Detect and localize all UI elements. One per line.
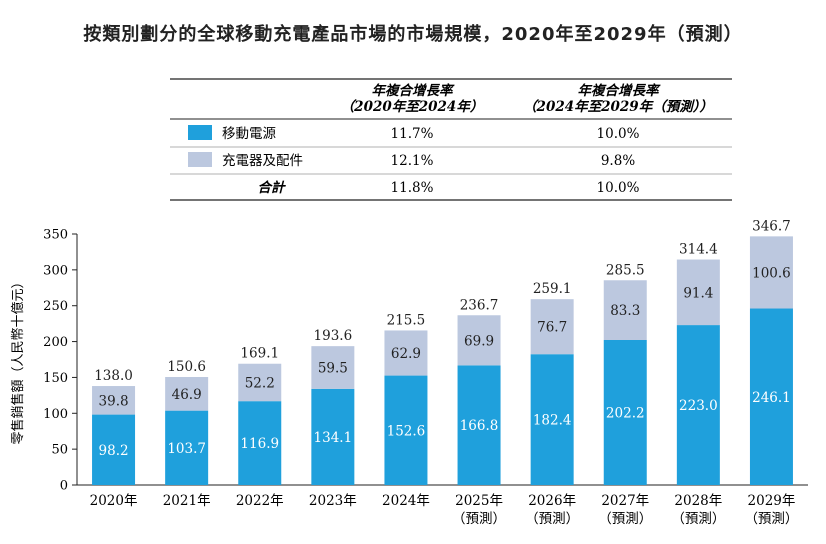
data-label-total: 215.5	[387, 312, 426, 328]
bar-chargers	[311, 346, 355, 389]
data-label-chargers: 52.2	[245, 375, 275, 391]
cagr-col1-header-line2: （2020年至2024年）	[341, 99, 484, 115]
data-label-chargers: 46.9	[172, 387, 202, 403]
data-label-total: 193.6	[314, 328, 353, 344]
bar-chargers	[530, 299, 574, 355]
cagr-power-bank-2020-2024: 11.7%	[391, 126, 434, 142]
bar-power-bank	[238, 401, 282, 485]
y-tick-label: 50	[51, 443, 68, 458]
y-tick-label: 300	[43, 263, 68, 278]
data-label-chargers: 83.3	[610, 303, 640, 319]
cagr-col1-header-line1: 年複合增長率	[372, 83, 455, 99]
bar-power-bank	[530, 354, 574, 485]
data-label-total: 169.1	[240, 346, 279, 362]
x-tick-label: 2027年	[601, 493, 649, 509]
data-label-chargers: 62.9	[391, 346, 421, 362]
data-label-power-bank: 98.2	[99, 443, 129, 459]
data-label-chargers: 69.9	[464, 333, 494, 349]
bar-chargers	[676, 259, 720, 326]
bar-power-bank	[165, 410, 209, 485]
data-label-power-bank: 223.0	[679, 398, 718, 414]
bar-chargers	[603, 280, 647, 340]
x-tick-label: 2026年	[528, 493, 576, 509]
x-tick-label: 2023年	[309, 493, 357, 509]
data-label-total: 285.5	[606, 262, 645, 278]
bar-power-bank	[384, 375, 428, 485]
x-tick-label: 2020年	[90, 493, 138, 509]
data-label-chargers: 91.4	[683, 285, 713, 301]
data-label-total: 314.4	[679, 242, 718, 258]
cagr-power-bank-2024-2029: 10.0%	[597, 126, 640, 142]
data-label-power-bank: 246.1	[752, 390, 791, 406]
bar-power-bank	[311, 388, 355, 485]
cagr-total-label: 合計	[258, 180, 286, 196]
x-tick-sublabel: （預測）	[525, 511, 579, 527]
data-label-power-bank: 116.9	[240, 436, 279, 452]
data-label-chargers: 59.5	[318, 360, 348, 376]
legend-label-power-bank: 移動電源	[222, 126, 276, 142]
x-tick-label: 2021年	[163, 493, 211, 509]
data-label-power-bank: 202.2	[606, 405, 645, 421]
data-label-power-bank: 103.7	[167, 441, 206, 457]
data-label-power-bank: 166.8	[460, 418, 499, 434]
data-label-power-bank: 134.1	[314, 430, 353, 446]
y-tick-label: 200	[43, 335, 68, 350]
bar-power-bank	[749, 308, 793, 485]
chart-title: 按類別劃分的全球移動充電產品市場的市場規模，2020年至2029年（預測）	[83, 24, 743, 45]
x-tick-label: 2029年	[748, 493, 796, 509]
cagr-col2-header-line2: （2024年至2029年（預測））	[523, 99, 713, 115]
legend-label-chargers: 充電器及配件	[222, 153, 303, 169]
bar-power-bank	[676, 325, 720, 485]
chart-bars: 98.2 39.8 138.0 2020年 103.7 46.9 150.6 2021年 116…	[90, 218, 799, 527]
bar-chargers	[92, 386, 136, 415]
bar-chargers	[749, 236, 793, 309]
x-tick-label: 2025年	[455, 493, 503, 509]
bar-chargers	[165, 376, 209, 411]
data-label-total: 150.6	[167, 359, 206, 375]
data-label-chargers: 100.6	[752, 265, 791, 281]
legend-swatch-power-bank	[188, 125, 212, 140]
cagr-total-2024-2029: 10.0%	[597, 180, 640, 196]
y-tick-label: 350	[43, 228, 68, 243]
y-tick-label: 150	[43, 371, 68, 386]
data-label-power-bank: 152.6	[387, 423, 426, 439]
cagr-table: 年複合增長率 （2020年至2024年） 年複合增長率 （2024年至2029年…	[170, 78, 732, 201]
data-label-total: 138.0	[94, 368, 133, 384]
bar-chargers	[238, 363, 282, 402]
x-tick-label: 2022年	[236, 493, 284, 509]
y-tick-label: 250	[43, 299, 68, 314]
data-label-total: 259.1	[533, 281, 572, 297]
x-tick-sublabel: （預測）	[744, 511, 798, 527]
y-axis-label: 零售銷售額（人民幣十億元）	[10, 275, 26, 444]
bar-chargers	[384, 330, 428, 376]
y-tick-label: 0	[60, 479, 68, 494]
y-tick-label: 100	[43, 407, 68, 422]
x-tick-label: 2024年	[382, 493, 430, 509]
bar-power-bank	[457, 365, 501, 485]
legend-swatch-chargers	[188, 152, 212, 167]
data-label-chargers: 39.8	[99, 393, 129, 409]
cagr-chargers-2020-2024: 12.1%	[391, 153, 434, 169]
x-tick-sublabel: （預測）	[671, 511, 725, 527]
bar-power-bank	[603, 339, 647, 485]
data-label-chargers: 76.7	[537, 320, 567, 336]
x-tick-label: 2028年	[674, 493, 722, 509]
cagr-total-2020-2024: 11.8%	[391, 180, 434, 196]
bar-power-bank	[92, 414, 136, 485]
data-label-total: 236.7	[460, 297, 499, 313]
cagr-chargers-2024-2029: 9.8%	[601, 153, 635, 169]
data-label-total: 346.7	[752, 218, 791, 234]
bar-chargers	[457, 315, 501, 366]
x-tick-sublabel: （預測）	[598, 511, 652, 527]
data-label-power-bank: 182.4	[533, 413, 572, 429]
x-tick-sublabel: （預測）	[452, 511, 506, 527]
cagr-col2-header-line1: 年複合增長率	[578, 83, 661, 99]
